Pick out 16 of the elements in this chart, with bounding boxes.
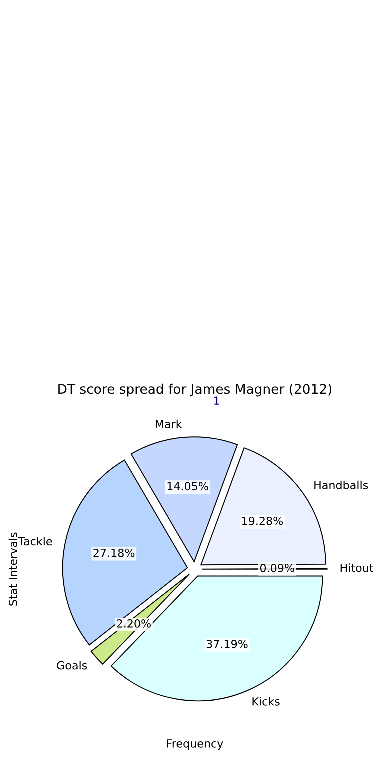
text: 1: [214, 396, 220, 405]
data-label: 19.28%: [242, 516, 284, 526]
data-label: 14.05%: [168, 482, 208, 491]
data-label: 27.18%: [94, 548, 135, 558]
data-label: 2.20%: [117, 619, 151, 628]
slice-label: Goals: [57, 661, 88, 670]
slice-label: Kicks: [252, 697, 280, 706]
slice-label: Tackle: [18, 537, 52, 546]
slice-label: Mark: [156, 420, 182, 428]
text: Frequency: [167, 740, 224, 750]
text: Stat Intervals: [8, 532, 18, 606]
slice-label: Handballs: [314, 480, 368, 490]
data-label: 37.19%: [206, 640, 248, 648]
slice-label: Hitout: [340, 564, 374, 572]
chart-title: DT score spread for James Magner (2012): [58, 384, 332, 397]
data-label: 0.09%: [260, 564, 294, 572]
